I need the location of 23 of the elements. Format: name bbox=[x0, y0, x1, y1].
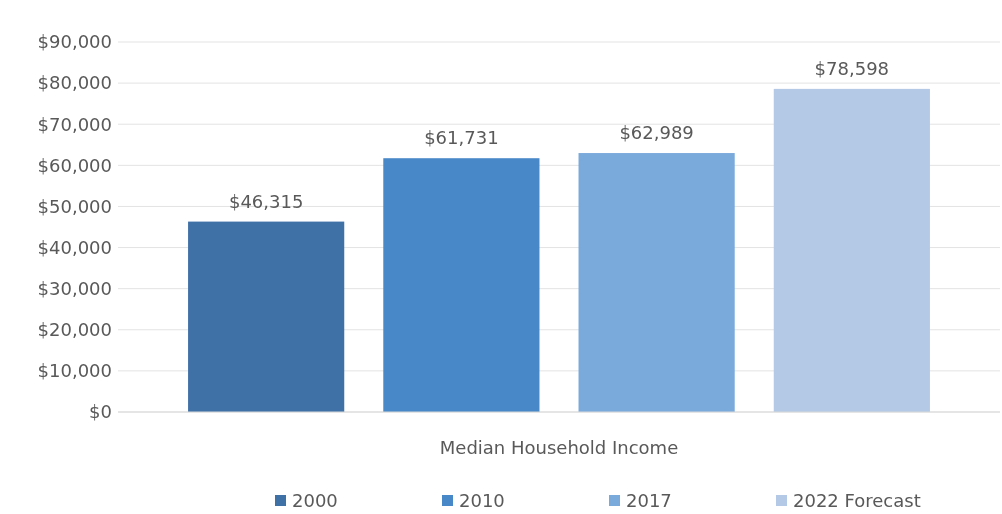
data-label: $78,598 bbox=[814, 57, 890, 79]
bar bbox=[383, 158, 540, 412]
y-tick-label: $10,000 bbox=[37, 360, 112, 382]
legend-label: 2000 bbox=[292, 490, 338, 512]
y-tick-label: $50,000 bbox=[37, 195, 112, 217]
y-tick-label: $80,000 bbox=[37, 72, 112, 94]
y-tick-label: $60,000 bbox=[37, 154, 112, 176]
y-tick-label: $40,000 bbox=[37, 236, 112, 258]
y-tick-label: $30,000 bbox=[37, 277, 112, 299]
y-tick-label: $90,000 bbox=[37, 31, 112, 53]
y-tick-label: $20,000 bbox=[37, 319, 112, 341]
y-tick-label: $0 bbox=[89, 401, 112, 423]
bar bbox=[773, 88, 930, 412]
bar bbox=[578, 153, 735, 412]
legend-label: 2017 bbox=[626, 490, 672, 512]
x-tick-label: Median Household Income bbox=[439, 437, 679, 458]
data-label: $61,731 bbox=[424, 127, 499, 149]
legend-label: 2010 bbox=[459, 490, 505, 512]
bar bbox=[188, 221, 345, 412]
data-label: $46,315 bbox=[228, 190, 304, 212]
legend-label: 2022 Forecast bbox=[793, 490, 921, 512]
y-tick-label: $70,000 bbox=[37, 113, 112, 135]
data-label: $62,989 bbox=[619, 122, 694, 144]
